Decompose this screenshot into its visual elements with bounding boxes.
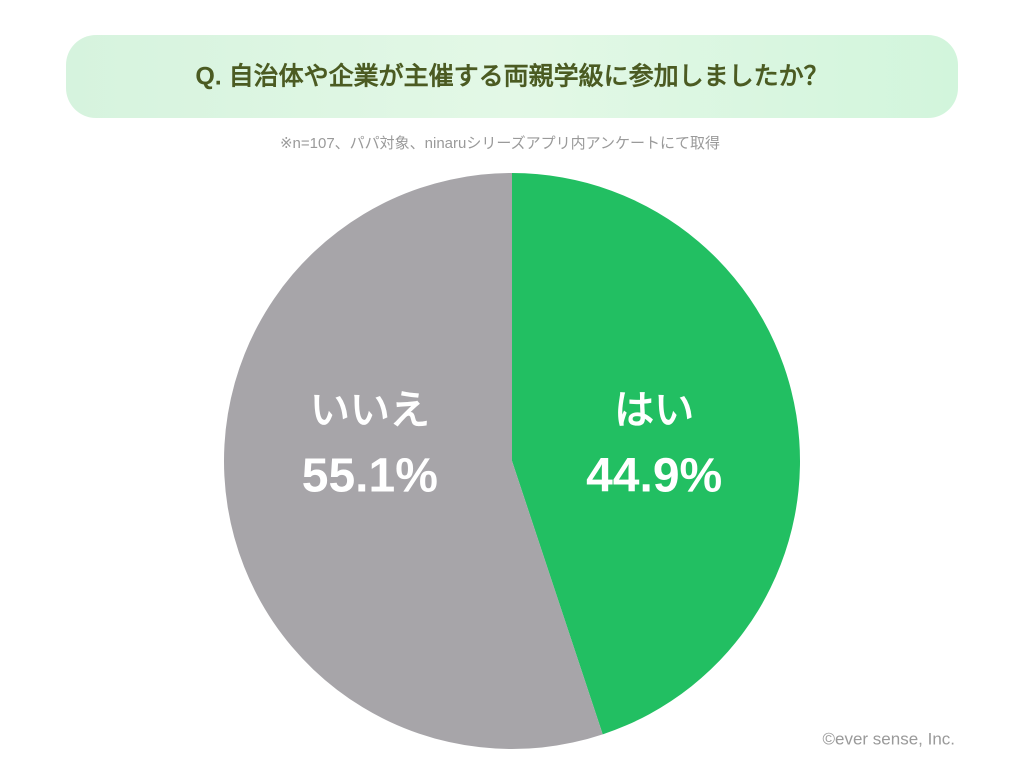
slice-name: はい <box>614 389 694 433</box>
chart-title: Q. 自治体や企業が主催する両親学級に参加しましたか？ <box>195 62 828 91</box>
slice-name: いいえ <box>310 389 430 433</box>
pie-labels: はい 44.9% いいえ 55.1% <box>302 389 722 503</box>
title-box <box>66 35 958 118</box>
pie-slice <box>512 173 800 735</box>
credit: ©ever sense, Inc. <box>822 729 955 748</box>
subtitle: ※n=107、パパ対象、ninaruシリーズアプリ内アンケートにて取得 <box>280 135 720 152</box>
pie-slice <box>224 173 603 749</box>
slice-value: 44.9% <box>586 450 722 503</box>
slice-value: 55.1% <box>302 450 438 503</box>
pie <box>224 173 800 749</box>
